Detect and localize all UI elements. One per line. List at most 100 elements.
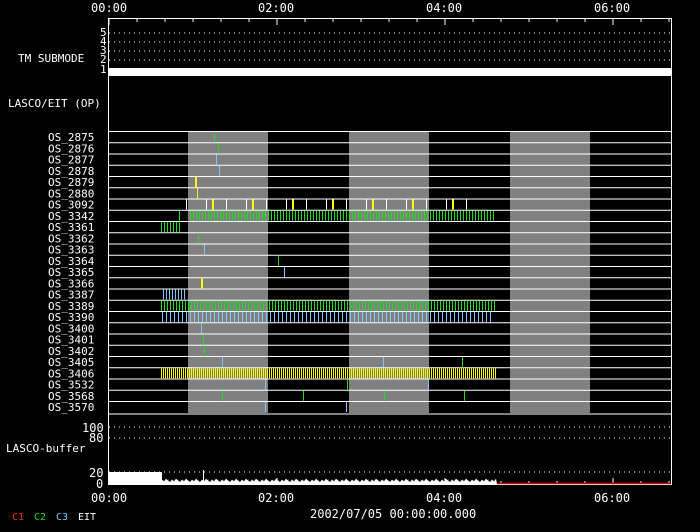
event-tick [439, 210, 440, 221]
event-tick [284, 300, 285, 311]
event-tick [365, 300, 366, 311]
legend-item: EIT [78, 512, 96, 523]
event-tick [225, 368, 226, 379]
event-tick [189, 368, 190, 379]
event-tick [179, 222, 180, 232]
event-tick [181, 289, 182, 300]
event-tick [426, 312, 427, 322]
event-tick [278, 312, 279, 322]
event-tick [364, 210, 365, 221]
event-tick [221, 368, 222, 379]
event-tick [198, 233, 199, 244]
event-tick [394, 210, 395, 221]
event-tick [445, 368, 446, 379]
event-tick [254, 300, 255, 311]
event-tick [443, 368, 444, 379]
event-tick [413, 368, 414, 379]
event-tick [493, 368, 494, 379]
event-tick [368, 300, 369, 311]
event-tick [214, 132, 215, 142]
event-tick [265, 210, 266, 221]
event-tick [167, 368, 168, 379]
event-tick [241, 368, 242, 379]
event-tick [385, 210, 386, 221]
event-tick [220, 210, 221, 221]
event-tick [447, 368, 448, 379]
event-tick [254, 312, 255, 322]
event-tick [325, 368, 326, 379]
event-tick [195, 368, 196, 379]
event-tick [266, 300, 267, 311]
event-tick [229, 368, 230, 379]
event-tick [428, 300, 429, 311]
event-tick [371, 368, 372, 379]
event-tick [427, 368, 428, 379]
event-tick [178, 289, 179, 300]
event-tick [265, 368, 266, 379]
event-tick [379, 210, 380, 221]
event-tick [337, 368, 338, 379]
event-tick [227, 300, 228, 311]
event-tick [386, 312, 387, 322]
event-tick [346, 199, 347, 210]
event-tick [366, 312, 367, 322]
event-tick [370, 312, 371, 322]
event-tick [482, 300, 483, 311]
event-tick [464, 390, 465, 401]
event-tick [481, 368, 482, 379]
event-tick [395, 300, 396, 311]
event-tick [302, 312, 303, 322]
event-tick [445, 210, 446, 221]
event-tick [260, 300, 261, 311]
event-tick [204, 244, 205, 255]
event-tick [197, 300, 198, 311]
event-tick [401, 300, 402, 311]
event-tick [199, 210, 200, 221]
event-tick [407, 300, 408, 311]
event-tick [434, 312, 435, 322]
event-tick [352, 210, 353, 221]
event-tick [253, 368, 254, 379]
lasco-eit-title: LASCO/EIT (OP) [8, 97, 101, 110]
event-tick [376, 210, 377, 221]
event-tick [466, 312, 467, 322]
event-tick [183, 368, 184, 379]
event-tick [338, 300, 339, 311]
event-tick [454, 312, 455, 322]
event-tick [453, 368, 454, 379]
event-tick [425, 300, 426, 311]
time-label-0600-top: 06:00 [594, 1, 630, 15]
event-tick [473, 300, 474, 311]
row-label: OS_3570 [48, 401, 94, 414]
event-tick [298, 210, 299, 221]
event-tick [351, 368, 352, 379]
event-tick [226, 210, 227, 221]
event-tick [190, 312, 191, 322]
event-tick [341, 300, 342, 311]
event-tick [206, 312, 207, 322]
event-tick [460, 210, 461, 221]
event-tick [323, 368, 324, 379]
tm-level-2: 2 [100, 53, 107, 66]
event-tick [272, 300, 273, 311]
event-tick [451, 210, 452, 221]
event-tick [193, 210, 194, 221]
event-tick [290, 300, 291, 311]
event-tick [493, 210, 494, 221]
event-tick [205, 210, 206, 221]
row-label: OS_2878 [48, 165, 94, 178]
event-tick [215, 368, 216, 379]
event-tick [406, 199, 407, 210]
event-tick [301, 368, 302, 379]
event-tick [182, 300, 183, 311]
event-tick [375, 368, 376, 379]
event-tick [275, 368, 276, 379]
event-tick [333, 368, 334, 379]
event-tick [277, 368, 278, 379]
event-tick [199, 368, 200, 379]
event-tick [326, 199, 327, 210]
event-tick [251, 368, 252, 379]
event-tick [274, 312, 275, 322]
event-tick [303, 390, 304, 401]
event-tick [208, 210, 209, 221]
